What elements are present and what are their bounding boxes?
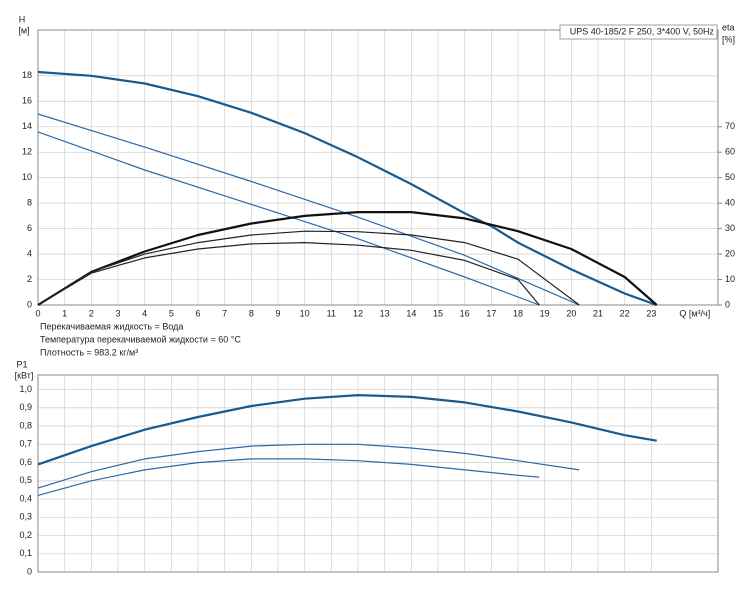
y-tick-label: 0,6 [19,457,32,467]
x-tick-label: 18 [513,308,523,318]
x-tick-label: 15 [433,308,443,318]
curve [37,70,658,307]
x-tick-label: 12 [353,308,363,318]
y-tick-label: 4 [27,248,32,258]
y2-tick-label: 40 [725,198,735,208]
note: Температура перекачиваемой жидкости = 60… [40,334,241,344]
y-tick-label: 0,8 [19,420,32,430]
y-tick-label: 0 [27,566,32,576]
x-tick-label: 22 [620,308,630,318]
curve [37,131,540,306]
y-axis-label: H [19,14,26,24]
y-axis-unit: [кВт] [15,370,34,380]
y-tick-label: 0,5 [19,475,32,485]
x-tick-label: 14 [406,308,416,318]
x-tick-label: 10 [300,308,310,318]
x-tick-label: 4 [142,308,147,318]
curve [37,230,580,306]
y2-tick-label: 20 [725,248,735,258]
y-tick-label: 0,1 [19,548,32,558]
y-tick-label: 2 [27,274,32,284]
x-tick-label: 2 [89,308,94,318]
y2-tick-label: 30 [725,223,735,233]
curve [37,242,540,306]
x-tick-label: 23 [646,308,656,318]
y2-tick-label: 60 [725,147,735,157]
x-tick-label: 16 [460,308,470,318]
y-tick-label: 8 [27,198,32,208]
y2-tick-label: 50 [725,172,735,182]
y2-axis-unit: [%] [722,34,735,44]
curve [37,458,540,496]
x-tick-label: 7 [222,308,227,318]
x-tick-label: 1 [62,308,67,318]
plot-frame [37,29,719,306]
y-tick-label: 1,0 [19,384,32,394]
x-tick-label: 19 [540,308,550,318]
y-tick-label: 0,7 [19,439,32,449]
y-axis-unit: [м] [18,25,29,35]
y-tick-label: 14 [22,121,32,131]
note: Плотность = 983.2 кг/м³ [40,347,138,357]
y-tick-label: 0,4 [19,493,32,503]
y-tick-label: 0,2 [19,530,32,540]
y-axis-label: P1 [16,359,27,369]
y2-tick-label: 70 [725,121,735,131]
plot-frame [37,374,719,573]
y2-tick-label: 10 [725,274,735,284]
x-tick-label: 20 [566,308,576,318]
x-axis-label: Q [м³/ч] [679,308,710,318]
y2-axis-label: eta [722,22,735,32]
x-tick-label: 5 [169,308,174,318]
y-tick-label: 18 [22,70,32,80]
y-tick-label: 6 [27,223,32,233]
curve [37,394,657,466]
x-tick-label: 0 [35,308,40,318]
y-tick-label: 0 [27,299,32,309]
title-box [559,24,718,40]
x-tick-label: 11 [327,308,336,318]
x-tick-label: 9 [275,308,280,318]
curve [37,113,580,306]
y2-tick-label: 0 [725,299,730,309]
x-tick-label: 13 [380,308,390,318]
note: Перекачиваемая жидкость = Вода [40,321,183,331]
x-tick-label: 17 [486,308,496,318]
y-tick-label: 0,9 [19,402,32,412]
y-tick-label: 10 [22,172,32,182]
x-tick-label: 21 [593,308,603,318]
chart-title: UPS 40-185/2 F 250, 3*400 V, 50Hz [570,26,715,36]
x-tick-label: 3 [115,308,120,318]
x-tick-label: 6 [195,308,200,318]
curve [37,443,580,489]
y-tick-label: 16 [22,96,32,106]
y-tick-label: 12 [22,147,32,157]
curve [37,211,658,306]
x-tick-label: 8 [249,308,254,318]
y-tick-label: 0,3 [19,512,32,522]
